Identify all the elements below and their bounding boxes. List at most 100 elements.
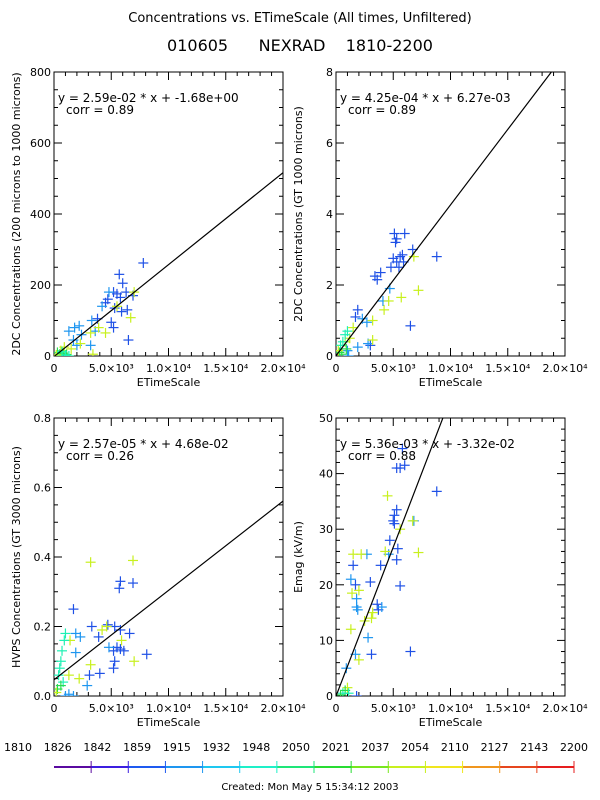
data-point bbox=[86, 621, 97, 632]
colorbar-label: 1842 bbox=[83, 741, 111, 754]
data-point bbox=[343, 688, 354, 696]
data-point bbox=[366, 649, 377, 660]
colorbar-label: 2127 bbox=[481, 741, 509, 754]
data-point bbox=[345, 574, 356, 585]
data-point bbox=[84, 670, 95, 681]
fit-correlation: corr = 0.89 bbox=[66, 103, 134, 117]
data-point bbox=[123, 335, 134, 346]
x-axis-label: ETimeScale bbox=[419, 716, 483, 729]
regression-line bbox=[54, 500, 283, 681]
data-point bbox=[128, 555, 139, 566]
data-point bbox=[343, 351, 354, 356]
x-axis-label: ETimeScale bbox=[419, 376, 483, 389]
data-point bbox=[114, 269, 125, 280]
data-point bbox=[431, 251, 442, 262]
y-tick-label: 0.4 bbox=[34, 551, 52, 564]
data-point bbox=[93, 322, 104, 333]
data-point bbox=[54, 670, 64, 681]
y-tick-label: 2 bbox=[326, 279, 333, 292]
x-tick-label: 2.0×10⁴ bbox=[542, 702, 588, 715]
data-point bbox=[54, 663, 65, 674]
data-point bbox=[407, 515, 418, 526]
data-point bbox=[103, 287, 114, 298]
data-point bbox=[115, 292, 126, 303]
data-point bbox=[63, 351, 74, 356]
data-point bbox=[122, 304, 133, 315]
fit-equation: y = 4.25e-04 * x + 6.27e-03 bbox=[340, 91, 511, 105]
data-point bbox=[391, 233, 402, 244]
data-point bbox=[365, 577, 376, 588]
y-tick-label: 0.2 bbox=[34, 621, 52, 634]
x-tick-label: 0 bbox=[51, 702, 58, 715]
data-point bbox=[391, 504, 402, 515]
data-point bbox=[108, 663, 119, 674]
data-point bbox=[382, 490, 393, 501]
data-point bbox=[70, 628, 81, 639]
x-tick-label: 2.0×10⁴ bbox=[260, 702, 306, 715]
data-point bbox=[366, 613, 377, 624]
y-tick-label: 600 bbox=[30, 137, 51, 150]
data-point bbox=[379, 304, 390, 315]
data-point bbox=[125, 312, 136, 323]
data-point bbox=[54, 687, 62, 696]
colorbar-label: 1810 bbox=[4, 741, 32, 754]
fit-correlation: corr = 0.88 bbox=[348, 449, 416, 463]
created-timestamp: Created: Mon May 5 15:34:12 2003 bbox=[221, 782, 399, 793]
y-tick-label: 6 bbox=[326, 137, 333, 150]
y-tick-label: 20 bbox=[319, 579, 333, 592]
data-point bbox=[97, 301, 108, 312]
y-tick-label: 4 bbox=[326, 208, 333, 221]
data-point bbox=[59, 635, 70, 646]
data-point bbox=[348, 560, 359, 571]
data-point bbox=[55, 656, 66, 667]
data-point bbox=[347, 588, 358, 599]
data-point bbox=[85, 659, 96, 670]
data-point bbox=[350, 311, 361, 322]
data-point bbox=[405, 320, 416, 331]
fit-correlation: corr = 0.26 bbox=[66, 449, 134, 463]
x-tick-label: 2.0×10⁴ bbox=[542, 362, 588, 375]
y-tick-label: 0 bbox=[326, 690, 333, 703]
y-tick-label: 10 bbox=[319, 634, 333, 647]
data-point bbox=[70, 647, 81, 658]
data-point bbox=[345, 624, 356, 635]
y-axis-label: HVPS Concentrations (GT 3000 microns) bbox=[10, 446, 23, 668]
colorbar-label: 2021 bbox=[322, 741, 350, 754]
y-tick-label: 30 bbox=[319, 523, 333, 536]
data-point bbox=[389, 228, 400, 239]
data-point bbox=[101, 621, 112, 632]
scatter-panel-1: 0 5.0×10³ 1.0×10⁴ 1.5×10⁴ 2.0×10⁴ 0 200 400 600 8… bbox=[10, 66, 306, 389]
data-point bbox=[75, 338, 86, 349]
data-point bbox=[74, 673, 85, 684]
data-point bbox=[384, 535, 395, 546]
data-point bbox=[63, 689, 74, 696]
data-point bbox=[397, 443, 408, 454]
data-point bbox=[63, 326, 74, 337]
data-point bbox=[74, 320, 85, 331]
time-colorbar: 1810 1826 1842 1859 1915 1932 1948 2050 2021 2037… bbox=[4, 741, 588, 773]
regression-line bbox=[336, 72, 553, 356]
data-point bbox=[336, 345, 344, 356]
x-tick-label: 1.0×10⁴ bbox=[428, 362, 474, 375]
y-tick-label: 0 bbox=[326, 350, 333, 363]
data-point bbox=[399, 460, 410, 471]
data-point bbox=[55, 680, 66, 691]
fit-equation: y = 2.57e-05 * x + 4.68e-02 bbox=[58, 437, 229, 451]
x-tick-label: 1.5×10⁴ bbox=[203, 362, 249, 375]
y-axis-label: 2DC Concentrations (200 microns to 1000 … bbox=[10, 72, 23, 355]
data-point bbox=[361, 317, 372, 328]
regression-line bbox=[336, 418, 444, 696]
data-point bbox=[350, 579, 361, 590]
data-point bbox=[103, 642, 114, 653]
colorbar-label: 2200 bbox=[560, 741, 588, 754]
regression-line bbox=[54, 172, 283, 356]
colorbar-label: 2037 bbox=[361, 741, 389, 754]
data-point bbox=[85, 327, 96, 338]
data-point bbox=[352, 604, 363, 615]
data-point bbox=[102, 619, 113, 630]
x-tick-label: 5.0×10³ bbox=[371, 702, 416, 715]
data-point bbox=[86, 315, 97, 326]
data-point bbox=[399, 228, 410, 239]
data-point bbox=[114, 583, 125, 594]
